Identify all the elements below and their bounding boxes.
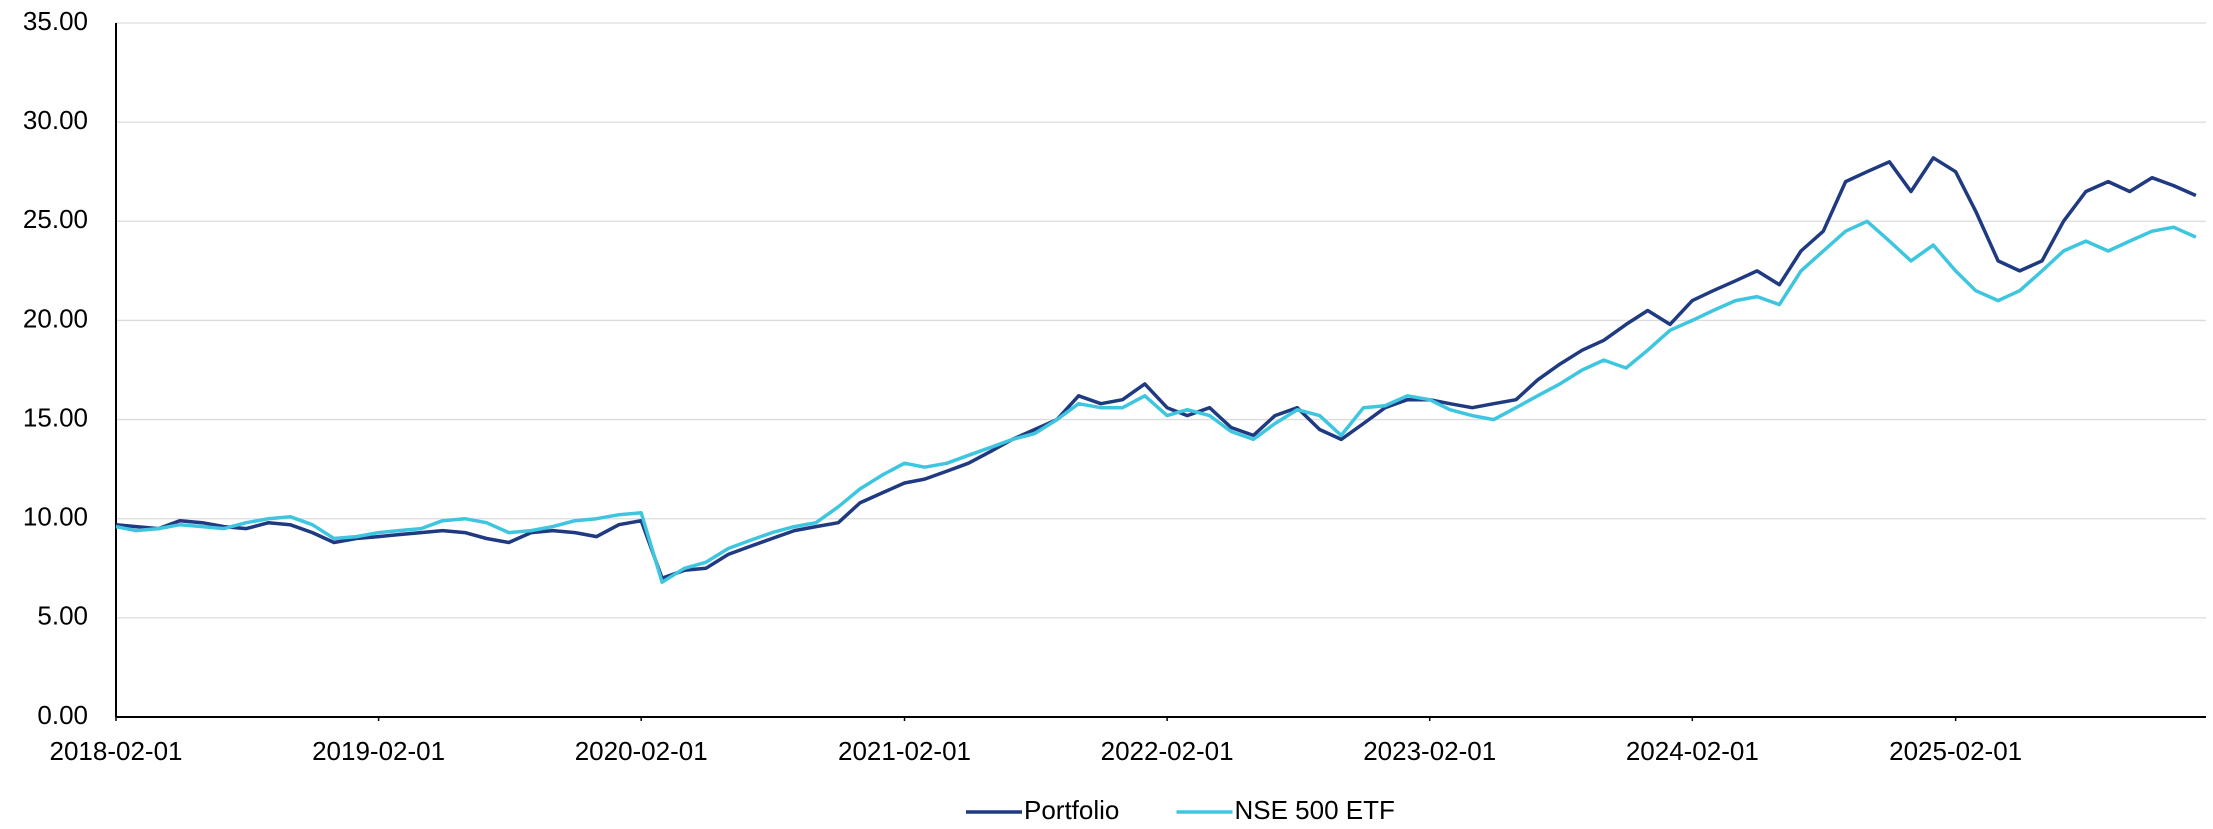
y-tick-label: 15.00: [23, 402, 88, 432]
x-tick-label: 2022-02-01: [1101, 736, 1234, 766]
y-tick-label: 0.00: [37, 700, 88, 730]
legend-label: Portfolio: [1024, 795, 1119, 825]
y-tick-label: 35.00: [23, 6, 88, 36]
y-tick-label: 5.00: [37, 601, 88, 631]
series-line: [115, 219, 2197, 584]
x-tick-label: 2020-02-01: [575, 736, 708, 766]
x-tick-label: 2021-02-01: [838, 736, 971, 766]
y-tick-label: 25.00: [23, 204, 88, 234]
x-tick-label: 2019-02-01: [312, 736, 445, 766]
legend-label: NSE 500 ETF: [1235, 795, 1395, 825]
x-tick-label: 2018-02-01: [50, 736, 183, 766]
y-tick-label: 10.00: [23, 502, 88, 532]
y-tick-label: 30.00: [23, 105, 88, 135]
y-tick-label: 20.00: [23, 303, 88, 333]
series-line: [115, 156, 2197, 580]
x-tick-label: 2025-02-01: [1889, 736, 2022, 766]
x-tick-label: 2023-02-01: [1363, 736, 1496, 766]
x-tick-label: 2024-02-01: [1626, 736, 1759, 766]
